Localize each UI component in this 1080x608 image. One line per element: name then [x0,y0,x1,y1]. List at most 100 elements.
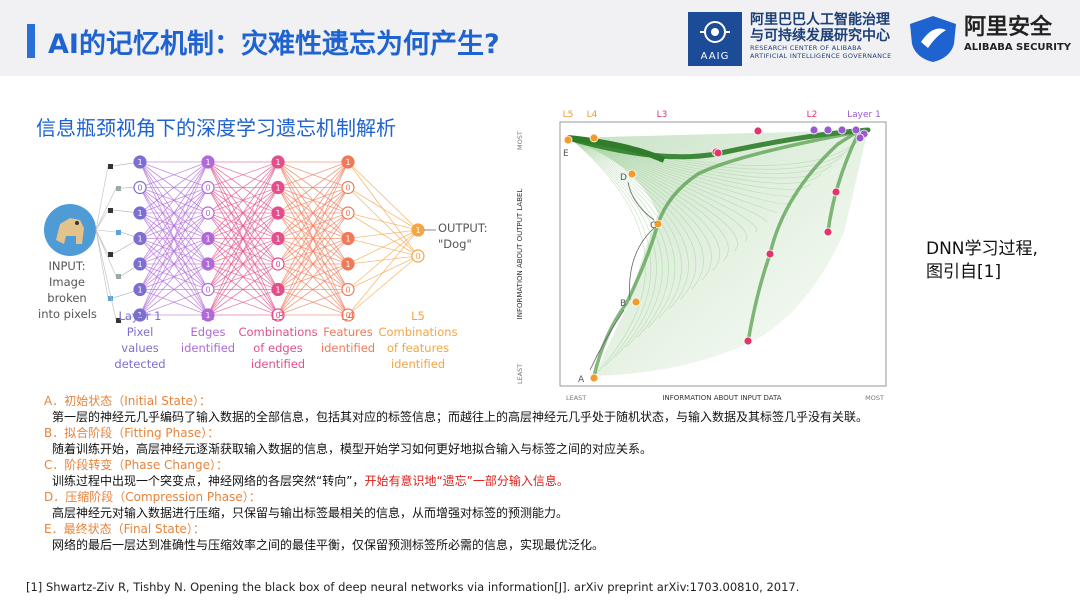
layer-top-label: L4 [587,110,598,120]
data-point [631,297,641,307]
data-point [743,336,753,346]
page-title: AI的记忆机制：灾难性遗忘为何产生? [48,29,500,60]
aaig-line4: ARTIFICIAL INTELLIGENCE GOVERNANCE [750,52,892,60]
phase-d-heading: D．压缩阶段（Compression Phase）： [44,490,261,504]
layer-description: of edges [253,341,303,355]
svg-text:1: 1 [345,158,350,167]
alibaba-security-cn: 阿里安全 [964,15,1053,40]
alibaba-security-name: 阿里安全 ALIBABA SECURITY [964,14,1071,54]
phase-e-heading: E．最终状态（Final State）： [44,522,205,536]
y-axis-label: INFORMATION ABOUT OUTPUT LABEL [516,189,524,320]
y-axis-min: LEAST [516,364,524,384]
phase-b-heading: B．拟合阶段（Fitting Phase）： [44,426,220,440]
svg-text:1: 1 [205,311,210,320]
phase-d-text: 高层神经元对输入数据进行压缩，只保留与输出标签最相关的信息，从而增强对标签的预测… [52,506,569,520]
network-node: 1 [201,231,215,246]
x-axis-max: MOST [865,394,884,402]
svg-text:1: 1 [275,235,280,244]
reference-citation: [1] Shwartz-Ziv R, Tishby N. Opening the… [26,580,800,594]
network-node: 1 [201,155,215,169]
network-node: 0 [201,206,215,220]
svg-text:1: 1 [205,260,210,269]
svg-text:0: 0 [275,260,280,269]
network-node: 0 [201,282,215,297]
aaig-emblem-icon [700,21,730,43]
svg-text:1: 1 [275,286,280,295]
svg-text:1: 1 [345,260,350,269]
phase-b-text: 随着训练开始，高层神经元逐渐获取输入数据的信息，模型开始学习如何更好地拟合输入与… [52,442,653,456]
network-node: 0 [271,308,285,322]
svg-text:1: 1 [275,158,280,167]
network-node: 1 [271,180,285,195]
alibaba-security-en: ALIBABA SECURITY [964,42,1072,53]
neural-network-figure: 1 0 1 1 1 1 1 1 0 0 1 1 0 1 1 1 1 1 0 1 0 1 0 0 1 1 0 0 1 0 [44,155,436,323]
layer-top-label: L5 [563,110,574,120]
svg-text:0: 0 [415,252,420,261]
layer-label: L4 Features identified [303,308,393,356]
phase-c-text-main: 训练过程中出现一个突变点，神经网络的各层突然“转向”， [52,474,365,488]
svg-text:1: 1 [275,184,280,193]
aaig-line2: 与可持续发展研究中心 [750,28,890,44]
network-node: 0 [341,282,355,297]
network-node: 0 [133,180,147,195]
data-point [855,133,865,143]
phase-point-label: C [650,221,656,231]
alibaba-security-shield-icon [910,16,956,62]
phase-a-heading: A．初始状态（Initial State）： [44,394,211,408]
svg-text:0: 0 [345,209,350,218]
data-point [837,125,847,135]
data-point [627,169,637,179]
data-point [823,125,833,135]
svg-text:0: 0 [205,286,210,295]
layer-label: Layer 1 Pixel values detected [95,308,185,372]
network-node: 1 [271,282,285,297]
information-plane-figure: L5 L4 L3 L2 Layer 1 A B C D E INFORMATION ABOUT IN… [516,110,887,402]
x-axis-min: LEAST [566,394,586,402]
network-node: 0 [411,249,425,263]
data-point [589,133,599,143]
data-point [809,125,819,135]
aaig-line1: 阿里巴巴人工智能治理 [750,12,890,28]
svg-text:1: 1 [415,226,420,235]
layer-title: Layer 1 [118,309,162,323]
svg-text:0: 0 [137,184,142,193]
layer-description: Features [323,325,373,339]
network-node: 1 [133,206,147,220]
svg-text:1: 1 [137,311,142,320]
layer-description: of features [386,341,450,355]
network-node: 0 [341,180,355,195]
svg-text:1: 1 [137,286,142,295]
network-node: 0 [271,257,285,271]
phase-c-heading: C．阶段转变（Phase Change）： [44,458,228,472]
svg-text:1: 1 [205,158,210,167]
svg-text:0: 0 [275,311,280,320]
figure-caption: DNN学习过程, 图引自[1] [926,238,1038,284]
phase-c-text: 训练过程中出现一个突变点，神经网络的各层突然“转向”，开始有意识地“遗忘”一部分… [44,473,1054,489]
layer-title: L3 [271,309,285,323]
data-point [589,373,599,383]
network-node: 0 [341,206,355,220]
layer-description: identified [390,357,446,371]
network-node: 1 [341,231,355,246]
neural-network-diagram: 1 0 1 1 1 1 1 1 0 0 1 1 0 1 1 1 1 1 0 1 0 1 0 0 1 1 0 0 1 0 INPUT: Im… [38,148,487,392]
phase-point-label: A [578,375,585,385]
y-axis-max: MOST [516,131,524,150]
svg-text:1: 1 [205,235,210,244]
network-node: 1 [271,155,285,169]
phase-arrow-icon [629,227,655,301]
svg-text:1: 1 [275,209,280,218]
phase-c-highlight: 开始有意识地“遗忘”一部分输入信息。 [364,474,569,488]
svg-text:1: 1 [345,235,350,244]
svg-text:0: 0 [345,286,350,295]
layer-top-label: L2 [807,110,818,120]
data-point [765,249,775,259]
svg-text:1: 1 [137,235,142,244]
network-node: 1 [133,257,147,271]
layer-description: identified [180,341,236,355]
network-node: 1 [133,282,147,297]
data-point [653,219,663,229]
svg-text:1: 1 [137,158,142,167]
information-plane-chart: L5 L4 L3 L2 Layer 1 A B C D E INFORMATION ABOUT IN… [508,104,898,406]
svg-text:0: 0 [205,184,210,193]
layer-description: Pixel [126,325,154,339]
